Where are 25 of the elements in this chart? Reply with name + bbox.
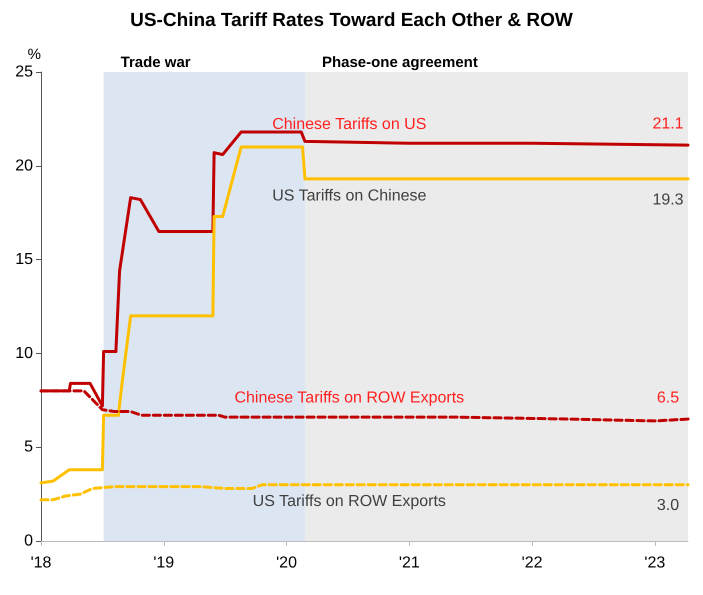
- y-tick-label: 25: [15, 64, 34, 80]
- x-tick-label: '18: [30, 554, 52, 572]
- band-label: Trade war: [120, 54, 191, 71]
- series-label: Chinese Tariffs on ROW Exports: [234, 390, 464, 407]
- data-label: 21.1: [652, 116, 684, 133]
- x-tick-label: '19: [153, 554, 174, 572]
- data-label: 19.3: [652, 191, 684, 208]
- x-tick-label: '21: [398, 554, 420, 572]
- data-label: 6.5: [656, 390, 680, 407]
- y-tick-label: 5: [24, 438, 34, 456]
- y-tick-label: 0: [24, 532, 34, 550]
- series-label: US Tariffs on ROW Exports: [252, 493, 446, 510]
- x-tick-label: '20: [276, 554, 298, 572]
- x-tick-label: '23: [644, 554, 666, 572]
- series-label: US Tariffs on Chinese: [272, 187, 426, 204]
- chart-title: US-China Tariff Rates Toward Each Other & ROW: [130, 10, 573, 31]
- y-tick-label: 10: [15, 344, 34, 362]
- series-label: Chinese Tariffs on US: [272, 116, 426, 133]
- band-label: Phase-one agreement: [322, 54, 478, 71]
- y-tick-label: 15: [15, 251, 34, 268]
- line-series: [40, 146, 690, 484]
- x-tick-label: '22: [522, 554, 543, 572]
- y-tick-label: 20: [15, 157, 34, 174]
- y-axis-title: %: [28, 46, 41, 63]
- data-label: 3.0: [656, 497, 680, 514]
